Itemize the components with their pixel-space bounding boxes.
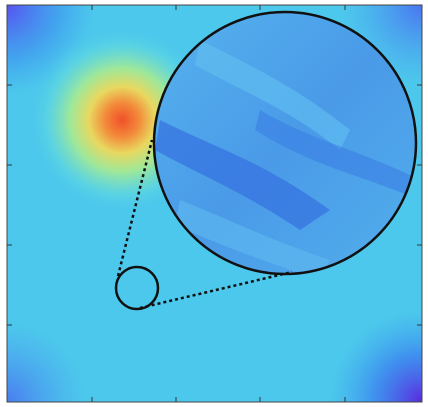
figure [0, 0, 428, 407]
